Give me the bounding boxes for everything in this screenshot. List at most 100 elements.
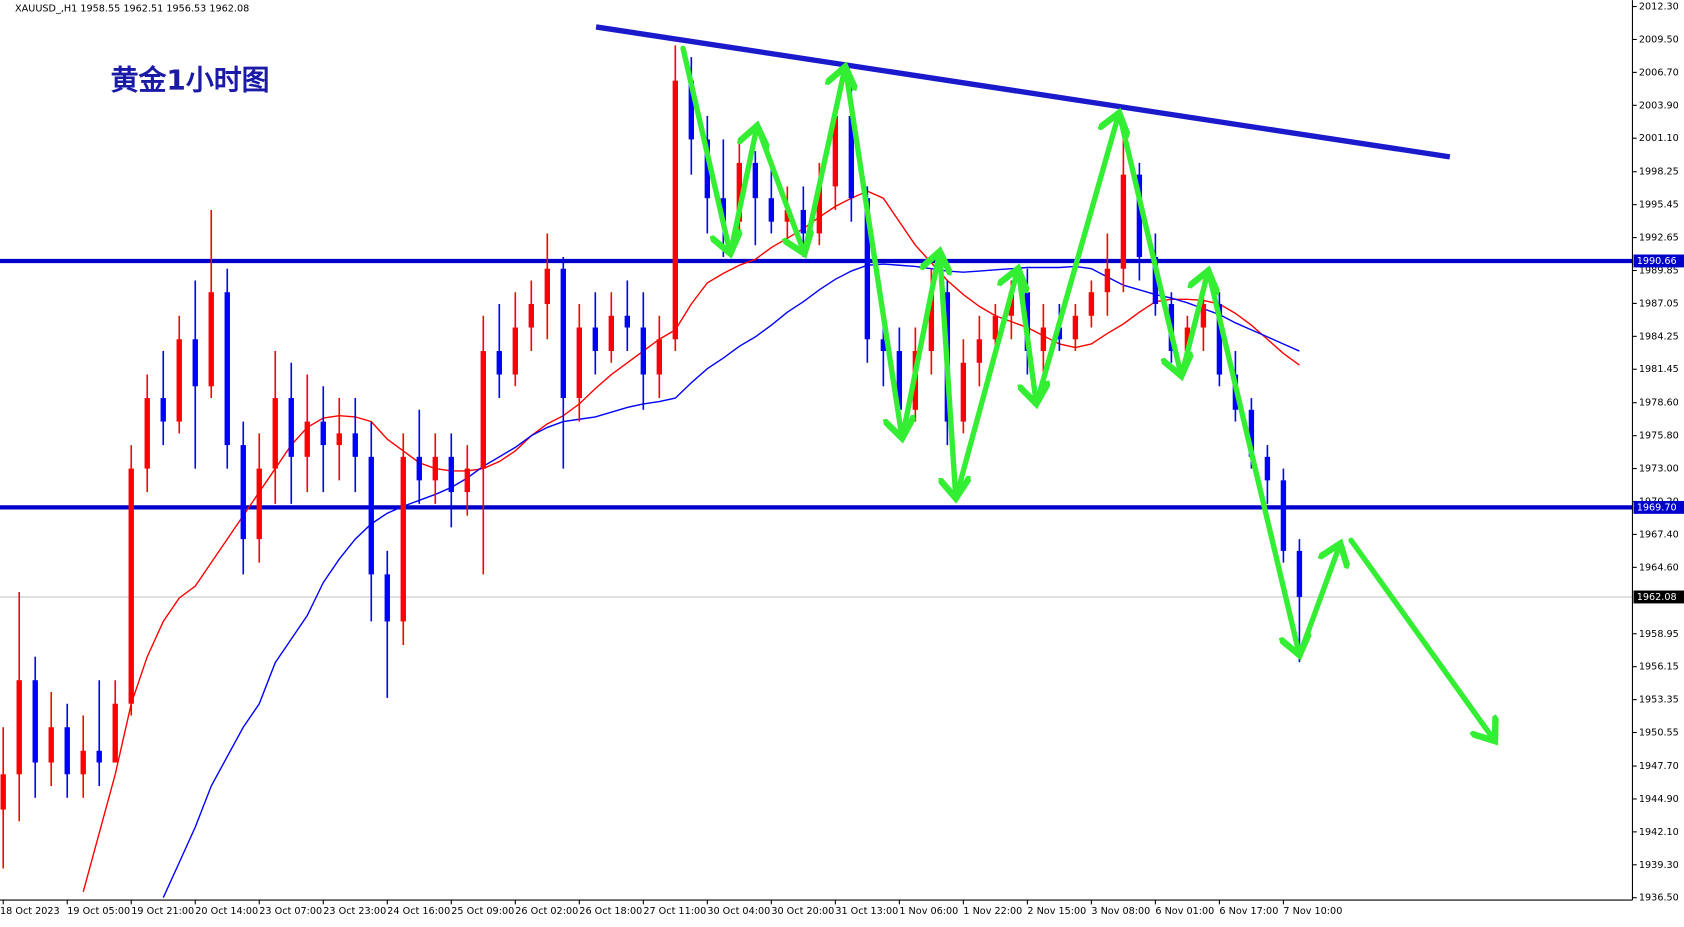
candle-body xyxy=(1152,256,1159,304)
candle-body xyxy=(112,703,118,763)
y-tick-label: 1950.55 xyxy=(1639,728,1679,739)
y-tick-label: 1987.05 xyxy=(1639,298,1679,309)
candle-body xyxy=(816,186,823,234)
x-tick-label: 19 Oct 05:00 xyxy=(67,906,130,917)
x-tick-label: 19 Oct 21:00 xyxy=(131,906,194,917)
grid-layer xyxy=(0,258,1633,598)
chart-title: 黄金1小时图 xyxy=(111,64,270,97)
candle-body xyxy=(704,139,711,199)
candle-body xyxy=(896,351,903,410)
candle-body xyxy=(928,292,935,352)
y-tick-label: 1998.25 xyxy=(1639,167,1679,178)
candle-body xyxy=(736,162,743,222)
candle-body xyxy=(1216,303,1223,375)
candle-body xyxy=(64,727,70,775)
candle-body xyxy=(304,421,310,457)
candle-body xyxy=(768,198,775,222)
y-tick-label: 1984.25 xyxy=(1639,331,1679,342)
candle-body xyxy=(368,456,374,575)
x-tick-label: 6 Nov 17:00 xyxy=(1219,906,1278,917)
candle-body xyxy=(128,468,134,704)
candle-body xyxy=(800,209,807,234)
candle-body xyxy=(1184,327,1191,352)
candle-body xyxy=(240,445,246,540)
candle-body xyxy=(32,680,38,763)
price-label-box xyxy=(1633,590,1684,604)
arrows xyxy=(680,45,1495,741)
candle-body xyxy=(320,421,326,446)
x-tick-label: 23 Oct 23:00 xyxy=(323,906,386,917)
candle-body xyxy=(144,398,150,469)
x-tick-label: 20 Oct 14:00 xyxy=(195,906,258,917)
candle-body xyxy=(1280,480,1287,551)
candle-body xyxy=(960,362,967,422)
candle-body xyxy=(1104,268,1111,293)
level-label: 1969.70 xyxy=(1637,502,1677,513)
candle-body xyxy=(352,433,358,457)
candle-body xyxy=(400,456,406,622)
y-tick-label: 1978.60 xyxy=(1639,398,1679,409)
candle-body xyxy=(1008,292,1015,316)
y-tick-label: 2001.10 xyxy=(1639,133,1679,144)
candle-body xyxy=(624,315,630,328)
candle-body xyxy=(720,198,727,222)
candle-body xyxy=(640,327,646,375)
candle-body xyxy=(224,292,230,446)
y-tick-label: 1995.45 xyxy=(1639,200,1679,211)
candle-body xyxy=(496,351,502,375)
candle-body xyxy=(688,80,695,140)
y-tick-label: 1947.70 xyxy=(1639,761,1679,772)
candle-body xyxy=(528,303,534,328)
y-tick-label: 1989.85 xyxy=(1639,265,1679,276)
candle-body xyxy=(1040,327,1047,352)
candle-body xyxy=(384,574,390,622)
candle-body xyxy=(416,456,422,481)
candle-body xyxy=(272,398,278,469)
candle-body xyxy=(880,339,887,352)
candle-body xyxy=(16,680,22,775)
arrow xyxy=(1205,268,1299,655)
y-tick-label: 1981.45 xyxy=(1639,364,1679,375)
candle-body xyxy=(80,750,86,775)
candle-body xyxy=(1296,550,1303,597)
arrow xyxy=(801,67,845,257)
y-tick-label: 1953.35 xyxy=(1639,695,1679,706)
candle-body xyxy=(432,456,438,481)
arrow xyxy=(1296,544,1341,658)
arrow xyxy=(1033,113,1119,407)
y-tick-label: 1958.95 xyxy=(1639,629,1679,640)
header: XAUUSD_,H1 1958.55 1962.51 1956.53 1962.… xyxy=(15,4,249,15)
y-tick-label: 2009.50 xyxy=(1639,34,1679,45)
x-tick-label: 6 Nov 01:00 xyxy=(1155,906,1214,917)
y-tick-label: 1967.40 xyxy=(1639,529,1679,540)
candle-body xyxy=(256,468,262,540)
candle-body xyxy=(464,468,470,493)
level-label-box xyxy=(1633,254,1684,268)
x-tick-label: 30 Oct 20:00 xyxy=(771,906,834,917)
arrow xyxy=(842,63,902,439)
x-tick-label: 24 Oct 16:00 xyxy=(387,906,450,917)
arrow xyxy=(1116,110,1181,376)
plot-area xyxy=(0,0,1632,900)
y-tick-label: 2003.90 xyxy=(1639,100,1679,111)
candle-body xyxy=(1072,315,1079,340)
arrow xyxy=(727,126,757,257)
candle-body xyxy=(448,456,454,493)
x-tick-label: 27 Oct 11:00 xyxy=(643,906,706,917)
x-tick-label: 1 Nov 06:00 xyxy=(899,906,958,917)
candle-body xyxy=(1056,327,1063,340)
y-tick-label: 1956.15 xyxy=(1639,662,1679,673)
arrow xyxy=(899,251,940,441)
candle-body xyxy=(160,398,166,422)
candle-body xyxy=(576,327,582,399)
x-tick-label: 26 Oct 18:00 xyxy=(579,906,642,917)
annotations xyxy=(595,24,1495,741)
y-tick-label: 2012.30 xyxy=(1639,2,1679,13)
y-tick-label: 1942.10 xyxy=(1639,827,1679,838)
candle-body xyxy=(656,339,663,375)
y-tick-label: 1944.90 xyxy=(1639,794,1679,805)
candle-body xyxy=(336,433,342,446)
ma-line xyxy=(82,190,1300,892)
trend-line xyxy=(595,24,1451,160)
y-tick-label: 1964.60 xyxy=(1639,562,1679,573)
